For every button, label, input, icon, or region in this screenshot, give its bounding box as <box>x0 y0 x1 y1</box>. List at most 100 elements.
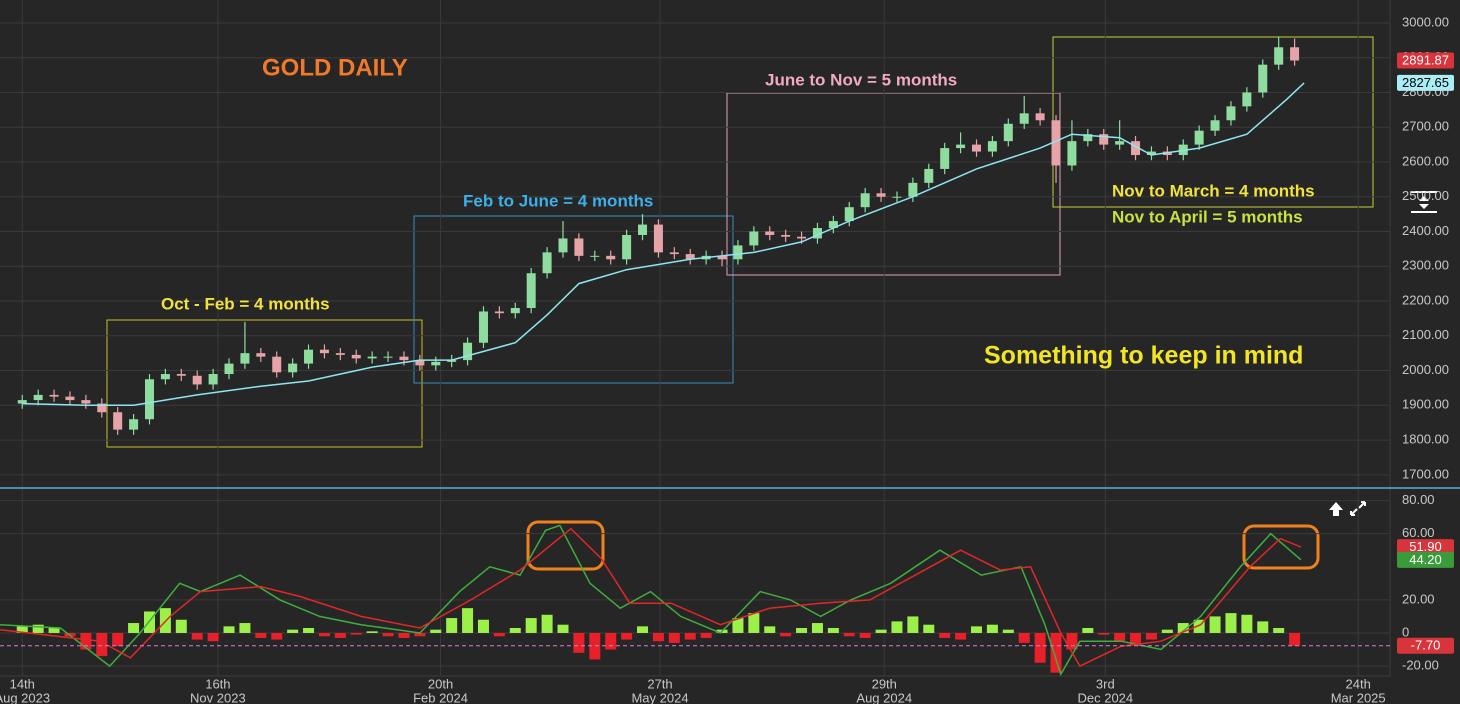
histogram-bar <box>1130 632 1142 645</box>
candle-body <box>1083 134 1093 142</box>
histogram-bar <box>684 632 696 640</box>
histogram-bar <box>764 626 776 633</box>
histogram-bar <box>207 632 219 642</box>
price-marker-label: 51.90 <box>1409 539 1442 554</box>
scroll-top-icon[interactable] <box>1329 502 1343 516</box>
y-tick-label: 60.00 <box>1402 525 1435 540</box>
candle-body <box>685 254 695 260</box>
histogram-bar <box>287 629 299 633</box>
histogram-bar <box>605 632 617 650</box>
y-tick-label: 2600.00 <box>1402 153 1449 168</box>
annotation: Oct - Feb = 4 months <box>161 294 330 313</box>
histogram-bar <box>668 632 680 643</box>
histogram-bar <box>1225 613 1237 633</box>
candle-body <box>415 360 425 366</box>
histogram-bar <box>541 614 553 633</box>
candle-body <box>749 231 759 246</box>
marks-layer <box>16 36 1301 673</box>
y-tick-label: 1900.00 <box>1402 397 1449 412</box>
histogram-bar <box>637 626 649 633</box>
histogram-bar <box>239 623 251 633</box>
histogram-bar <box>1066 632 1078 650</box>
histogram-bar <box>48 628 60 633</box>
candle-body <box>971 144 981 152</box>
candle-body <box>463 342 473 361</box>
histogram-bar <box>1002 629 1014 633</box>
scale-control[interactable] <box>1411 191 1437 213</box>
price-marker <box>1397 637 1454 654</box>
y-tick-label: 2000.00 <box>1402 362 1449 377</box>
candle-body <box>669 252 679 255</box>
candle-body <box>304 349 314 364</box>
candle-body <box>383 356 393 358</box>
histogram-bar <box>462 608 474 633</box>
histogram-bar <box>748 613 760 633</box>
annotation-box <box>726 92 1061 276</box>
candle-body <box>797 236 807 239</box>
candle-body <box>144 379 154 420</box>
histogram-bar <box>811 623 823 633</box>
histogram-bar <box>1145 632 1157 640</box>
histogram-bar <box>1114 632 1126 642</box>
histogram-bar <box>128 623 140 633</box>
candle-body <box>1242 92 1252 107</box>
candle-body <box>812 228 822 239</box>
price-marker-label: 2827.65 <box>1402 75 1449 90</box>
x-tick-sublabel: Nov 2023 <box>190 690 246 704</box>
indicator-line <box>0 524 1302 677</box>
candle-body <box>367 356 377 359</box>
y-tick-label: 2300.00 <box>1402 258 1449 273</box>
candle-body <box>542 252 552 274</box>
price-marker-label: 2891.87 <box>1402 52 1449 67</box>
candle-body <box>176 374 186 376</box>
x-tick-label: 27th <box>647 676 672 691</box>
candle-body <box>860 193 870 208</box>
candle-body <box>844 207 854 222</box>
annotation: Feb to June = 4 months <box>463 191 653 210</box>
y-tick-label: 1700.00 <box>1402 466 1449 481</box>
candle-body <box>33 394 43 401</box>
x-tick-label: 29th <box>872 676 897 691</box>
candle-body <box>256 353 266 357</box>
histogram-bar <box>303 628 315 633</box>
histogram-bar <box>970 626 982 633</box>
candle-body <box>81 400 91 404</box>
histogram-bar <box>16 626 28 633</box>
x-tick-label: 24th <box>1346 676 1371 691</box>
candle-body <box>1003 123 1013 142</box>
candle-body <box>494 311 504 314</box>
histogram-bar <box>557 624 569 633</box>
y-tick-label: 2200.00 <box>1402 292 1449 307</box>
price-marker-label: -7.70 <box>1411 638 1441 653</box>
annotation: Something to keep in mind <box>984 342 1303 370</box>
histogram-bar <box>859 632 871 638</box>
candle-body <box>1019 113 1029 124</box>
scale-control-arrows <box>1419 196 1429 209</box>
candle-body <box>319 349 329 354</box>
histogram-bar <box>430 629 442 633</box>
histogram-bar <box>32 624 44 633</box>
price-marker <box>1397 52 1454 69</box>
histogram-bar <box>350 632 362 635</box>
histogram-bar <box>223 626 235 633</box>
histogram-bar <box>255 632 267 638</box>
histogram-bar <box>1209 616 1221 633</box>
histogram-bar <box>382 632 394 637</box>
histogram-bar <box>318 632 330 637</box>
histogram-bar <box>1082 628 1094 633</box>
histogram-bar <box>493 632 505 637</box>
highlight-box <box>1242 524 1320 570</box>
candle-body <box>288 363 298 373</box>
candle-body <box>129 419 139 430</box>
candle-body <box>733 245 743 260</box>
x-tick-sublabel: Aug 2024 <box>856 690 912 704</box>
annotation: Nov to April = 5 months <box>1112 207 1303 226</box>
chart-title: GOLD DAILY <box>262 54 408 81</box>
x-tick-sublabel: May 2024 <box>631 690 688 704</box>
candle-body <box>160 374 170 380</box>
x-tick-label: 16th <box>205 676 230 691</box>
candle-body <box>224 363 234 375</box>
expand-icon[interactable] <box>1350 501 1366 516</box>
x-tick-label: 3rd <box>1096 676 1115 691</box>
histogram-bar <box>780 632 792 637</box>
